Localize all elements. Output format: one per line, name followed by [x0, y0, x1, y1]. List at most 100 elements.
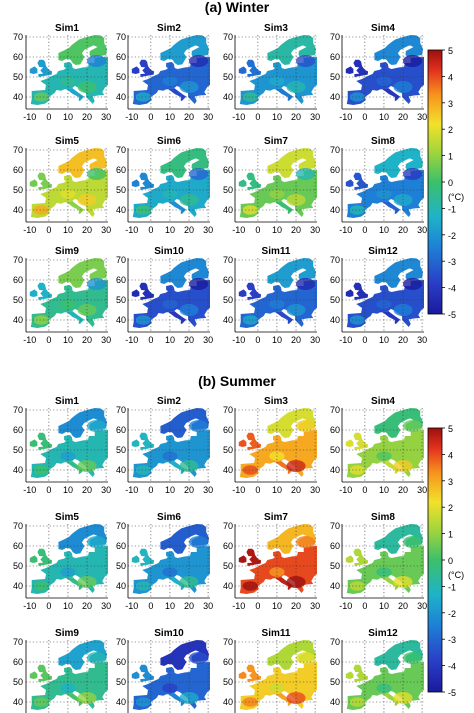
colorbar-tick-label: -1: [448, 204, 456, 214]
land-region: [63, 577, 85, 590]
land-region: [267, 408, 316, 438]
land-region: [353, 59, 369, 77]
map-panel-sim6: Sim6 40 50 60 70 -10 0 10 20 30: [116, 136, 213, 235]
x-tick-label: 30: [101, 485, 111, 495]
land-region: [246, 282, 262, 300]
x-tick-label: -10: [125, 112, 138, 122]
anomaly-patch: [242, 315, 258, 325]
x-tick-label: 10: [165, 485, 175, 495]
map-panel-sim7: Sim7 40 50 60 70 -10 0 10 20 30: [223, 512, 320, 611]
x-tick-label: 20: [82, 112, 92, 122]
y-tick-label: 50: [116, 677, 126, 687]
anomaly-patch: [135, 581, 151, 591]
land-region: [160, 148, 209, 178]
x-tick-label: 0: [46, 601, 51, 611]
anomaly-patch: [87, 278, 107, 290]
x-tick-label: 10: [63, 225, 73, 235]
land-region: [238, 439, 247, 447]
land-region: [374, 524, 423, 554]
x-tick-label: 30: [203, 112, 213, 122]
x-tick-label: -10: [23, 601, 36, 611]
y-tick-label: 40: [13, 465, 23, 475]
anomaly-patch: [135, 205, 151, 215]
anomaly-patch: [189, 420, 209, 432]
x-tick-label: 20: [291, 335, 301, 345]
land-region: [379, 88, 401, 101]
panel-title: Sim6: [157, 512, 181, 523]
y-tick-label: 50: [223, 72, 233, 82]
x-tick-label: 10: [272, 601, 282, 611]
land-region: [238, 555, 247, 563]
colorbar-tick-label: -5: [448, 688, 456, 698]
panel-title: Sim1: [55, 396, 79, 407]
x-tick-label: 0: [148, 225, 153, 235]
x-tick-label: 10: [63, 335, 73, 345]
map-panel-sim5: Sim5 40 50 60 70 -10 0 10 20 30: [13, 512, 111, 611]
panel-title: Sim6: [157, 136, 181, 147]
land-region: [238, 179, 247, 187]
x-tick-label: 20: [184, 485, 194, 495]
map-panel-sim3: Sim3 40 50 60 70 -10 0 10 20 30: [223, 23, 320, 122]
colorbar-tick-label: 2: [448, 125, 453, 135]
colorbar-tick-label: 1: [448, 152, 453, 162]
land-region: [58, 148, 107, 178]
map-panel-sim10: Sim10 40 50 60 70 -10 0 10 20 30: [116, 246, 213, 345]
x-tick-label: 30: [417, 335, 427, 345]
x-tick-label: 0: [46, 335, 51, 345]
colorbar-tick-label: 5: [448, 46, 453, 56]
land-region: [131, 66, 140, 74]
figure-title: (b) Summer: [198, 373, 276, 389]
x-tick-label: 30: [101, 335, 111, 345]
y-tick-label: 70: [223, 521, 233, 531]
x-tick-label: 30: [310, 225, 320, 235]
y-tick-label: 40: [223, 465, 233, 475]
colorbar-tick-label: -2: [448, 231, 456, 241]
map-panel-sim5: Sim5 40 50 60 70 -10 0 10 20 30: [13, 136, 111, 235]
colorbar-gradient: [427, 49, 443, 315]
y-tick-label: 50: [116, 445, 126, 455]
x-tick-label: -10: [23, 112, 36, 122]
map-panel-sim1: Sim1 40 50 60 70 -10 0 10 20 30: [13, 23, 111, 122]
land-region: [37, 172, 53, 190]
y-tick-label: 50: [13, 295, 23, 305]
y-tick-label: 50: [116, 295, 126, 305]
colorbar-tick-label: 4: [448, 450, 453, 460]
anomaly-patch: [269, 76, 285, 86]
map-panel-sim3: Sim3 40 50 60 70 -10 0 10 20 30: [223, 396, 320, 495]
x-tick-label: 0: [362, 601, 367, 611]
land-region: [139, 548, 155, 566]
y-tick-label: 40: [330, 92, 340, 102]
x-tick-label: 20: [184, 335, 194, 345]
anomaly-patch: [242, 581, 258, 591]
anomaly-patch: [296, 55, 316, 67]
y-tick-label: 60: [13, 425, 23, 435]
y-tick-label: 50: [116, 185, 126, 195]
x-tick-label: 30: [203, 335, 213, 345]
land-region: [246, 172, 262, 190]
map-panel-sim7: Sim7 40 50 60 70 -10 0 10 20 30: [223, 136, 320, 235]
x-tick-label: -10: [232, 225, 245, 235]
map-panel-sim8: Sim8 40 50 60 70 -10 0 10 20 30: [330, 136, 427, 235]
anomaly-patch: [135, 92, 151, 102]
anomaly-patch: [162, 76, 178, 86]
y-tick-label: 60: [223, 541, 233, 551]
panel-title: Sim12: [368, 246, 398, 257]
y-tick-label: 70: [116, 637, 126, 647]
x-tick-label: 30: [417, 601, 427, 611]
x-tick-label: 10: [165, 225, 175, 235]
y-tick-label: 40: [223, 581, 233, 591]
land-region: [29, 289, 38, 297]
x-tick-label: 20: [184, 601, 194, 611]
anomaly-patch: [296, 278, 316, 290]
y-tick-label: 50: [223, 185, 233, 195]
anomaly-patch: [33, 205, 49, 215]
y-tick-label: 50: [330, 295, 340, 305]
y-tick-label: 40: [330, 581, 340, 591]
x-tick-label: -10: [23, 225, 36, 235]
land-region: [379, 577, 401, 590]
y-tick-label: 70: [116, 255, 126, 265]
x-tick-label: 30: [101, 225, 111, 235]
anomaly-patch: [349, 697, 365, 707]
anomaly-patch: [60, 189, 76, 199]
land-region: [63, 461, 85, 474]
